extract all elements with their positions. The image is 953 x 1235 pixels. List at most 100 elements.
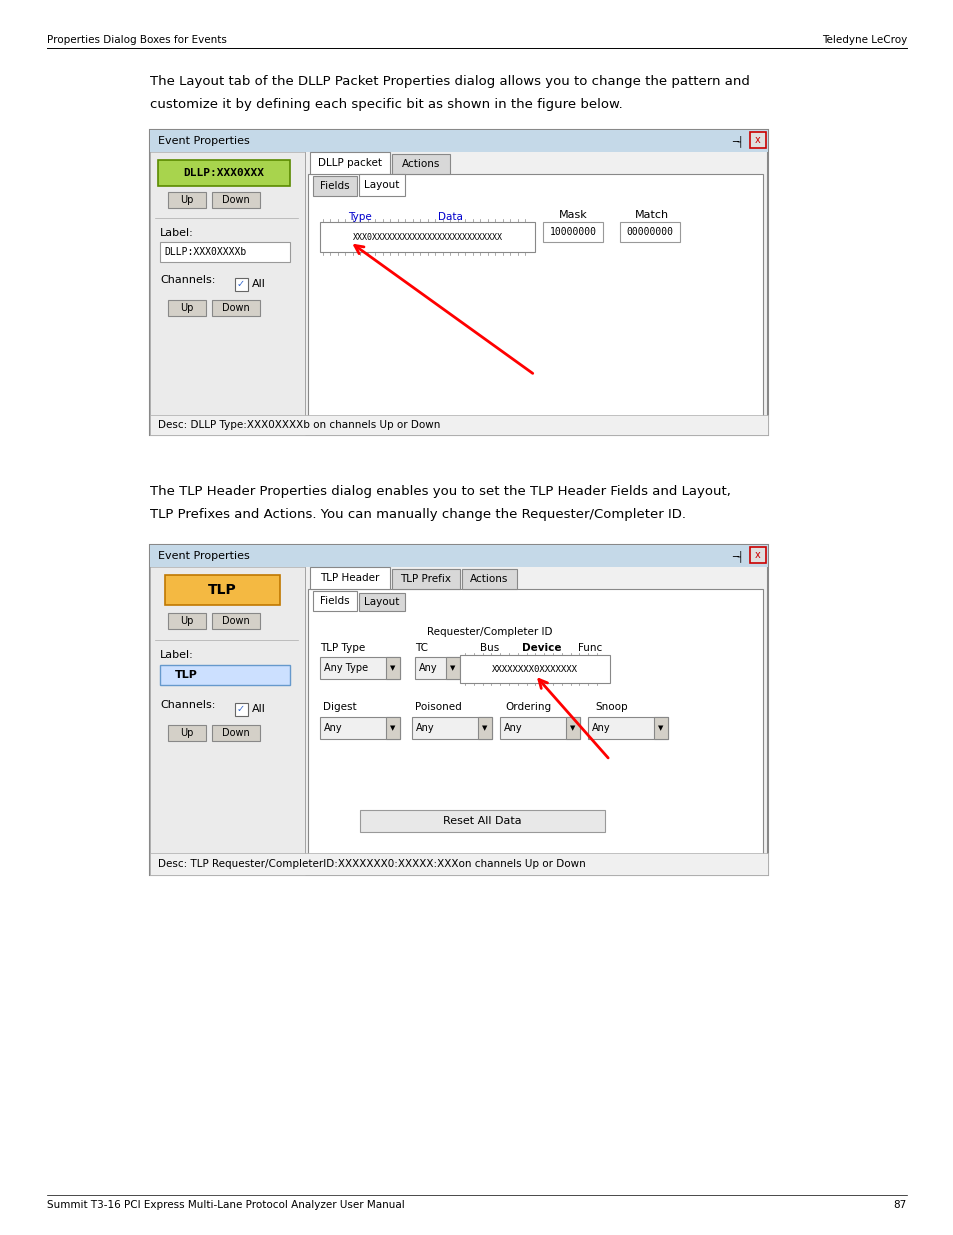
Bar	[319, 657, 399, 679]
Text: TLP Header: TLP Header	[320, 573, 379, 583]
Text: Any: Any	[418, 663, 437, 673]
Text: Teledyne LeCroy: Teledyne LeCroy	[821, 35, 906, 44]
Text: Any: Any	[416, 722, 435, 734]
Bar	[565, 718, 579, 739]
Bar	[150, 853, 767, 876]
Text: Any: Any	[503, 722, 522, 734]
Bar	[212, 613, 260, 629]
Text: 00000000: 00000000	[626, 227, 673, 237]
Text: Event Properties: Event Properties	[158, 136, 250, 146]
Bar	[749, 132, 765, 148]
Text: Type: Type	[348, 212, 372, 222]
Bar	[234, 278, 248, 291]
Bar	[654, 718, 667, 739]
Text: 87: 87	[893, 1200, 906, 1210]
Text: All: All	[252, 279, 266, 289]
Bar	[212, 300, 260, 316]
Bar	[150, 152, 305, 435]
Text: x: x	[755, 135, 760, 144]
Bar	[168, 725, 206, 741]
Text: ✓: ✓	[236, 704, 245, 714]
Bar	[587, 718, 667, 739]
Bar	[150, 130, 767, 435]
Bar	[477, 718, 492, 739]
Bar	[392, 569, 459, 589]
Text: Fields: Fields	[320, 597, 350, 606]
Text: Reset All Data: Reset All Data	[443, 816, 521, 826]
Text: TC: TC	[415, 643, 428, 653]
Text: Data: Data	[437, 212, 462, 222]
Text: Event Properties: Event Properties	[158, 551, 250, 561]
Text: TLP: TLP	[208, 583, 236, 597]
Text: DLLP packet: DLLP packet	[317, 158, 381, 168]
Text: Actions: Actions	[401, 159, 439, 169]
Text: TLP: TLP	[174, 671, 197, 680]
Bar	[308, 589, 762, 855]
Text: Poisoned: Poisoned	[415, 701, 461, 713]
Text: ▼: ▼	[482, 725, 487, 731]
Bar	[308, 174, 762, 417]
Bar	[150, 415, 767, 435]
Text: XXXXXXXX0XXXXXXX: XXXXXXXX0XXXXXXX	[492, 664, 578, 673]
Text: Channels:: Channels:	[160, 275, 215, 285]
Text: 10000000: 10000000	[549, 227, 596, 237]
Text: TLP Prefixes and Actions. You can manually change the Requester/Completer ID.: TLP Prefixes and Actions. You can manual…	[150, 508, 685, 521]
Text: TLP Prefix: TLP Prefix	[400, 574, 451, 584]
Bar	[150, 545, 767, 876]
Text: x: x	[755, 550, 760, 559]
Bar	[150, 567, 305, 876]
Bar	[310, 152, 390, 174]
Bar	[358, 593, 405, 611]
Text: The TLP Header Properties dialog enables you to set the TLP Header Fields and La: The TLP Header Properties dialog enables…	[150, 485, 730, 498]
Text: Actions: Actions	[469, 574, 508, 584]
Bar	[313, 592, 356, 611]
Bar	[392, 154, 450, 174]
Text: Digest: Digest	[323, 701, 356, 713]
Text: Up: Up	[180, 303, 193, 312]
Text: Properties Dialog Boxes for Events: Properties Dialog Boxes for Events	[47, 35, 227, 44]
Text: ▼: ▼	[390, 725, 395, 731]
Text: Mask: Mask	[558, 210, 587, 220]
Bar	[212, 725, 260, 741]
Text: Fields: Fields	[320, 182, 350, 191]
Text: Bus: Bus	[480, 643, 499, 653]
Text: Requester/Completer ID: Requester/Completer ID	[427, 627, 552, 637]
Bar	[150, 130, 767, 152]
Bar	[234, 703, 248, 716]
Bar	[313, 177, 356, 196]
Text: Up: Up	[180, 195, 193, 205]
Bar	[168, 300, 206, 316]
Text: ─┤: ─┤	[731, 550, 743, 562]
Text: Any Type: Any Type	[324, 663, 368, 673]
Bar	[358, 174, 405, 196]
Text: Summit T3-16 PCI Express Multi-Lane Protocol Analyzer User Manual: Summit T3-16 PCI Express Multi-Lane Prot…	[47, 1200, 404, 1210]
Bar	[160, 242, 290, 262]
Text: Label:: Label:	[160, 650, 193, 659]
Bar	[158, 161, 290, 186]
Text: Up: Up	[180, 727, 193, 739]
Text: ▼: ▼	[570, 725, 575, 731]
Bar	[168, 191, 206, 207]
Text: ▼: ▼	[450, 664, 456, 671]
Bar	[499, 718, 579, 739]
Text: Snoop: Snoop	[595, 701, 627, 713]
Text: ✓: ✓	[236, 279, 245, 289]
Text: All: All	[252, 704, 266, 714]
Text: Any: Any	[592, 722, 610, 734]
Bar	[386, 657, 399, 679]
Bar	[212, 191, 260, 207]
Bar	[386, 718, 399, 739]
Bar	[319, 718, 399, 739]
Bar	[319, 222, 535, 252]
Bar	[459, 655, 609, 683]
Text: Up: Up	[180, 616, 193, 626]
Text: DLLP:XXX0XXX: DLLP:XXX0XXX	[183, 168, 264, 178]
Text: customize it by defining each specific bit as shown in the figure below.: customize it by defining each specific b…	[150, 98, 622, 111]
Text: Down: Down	[222, 195, 250, 205]
Bar	[415, 657, 459, 679]
Bar	[150, 545, 767, 567]
Text: Label:: Label:	[160, 228, 193, 238]
Text: Channels:: Channels:	[160, 700, 215, 710]
Bar	[160, 664, 290, 685]
Bar	[412, 718, 492, 739]
